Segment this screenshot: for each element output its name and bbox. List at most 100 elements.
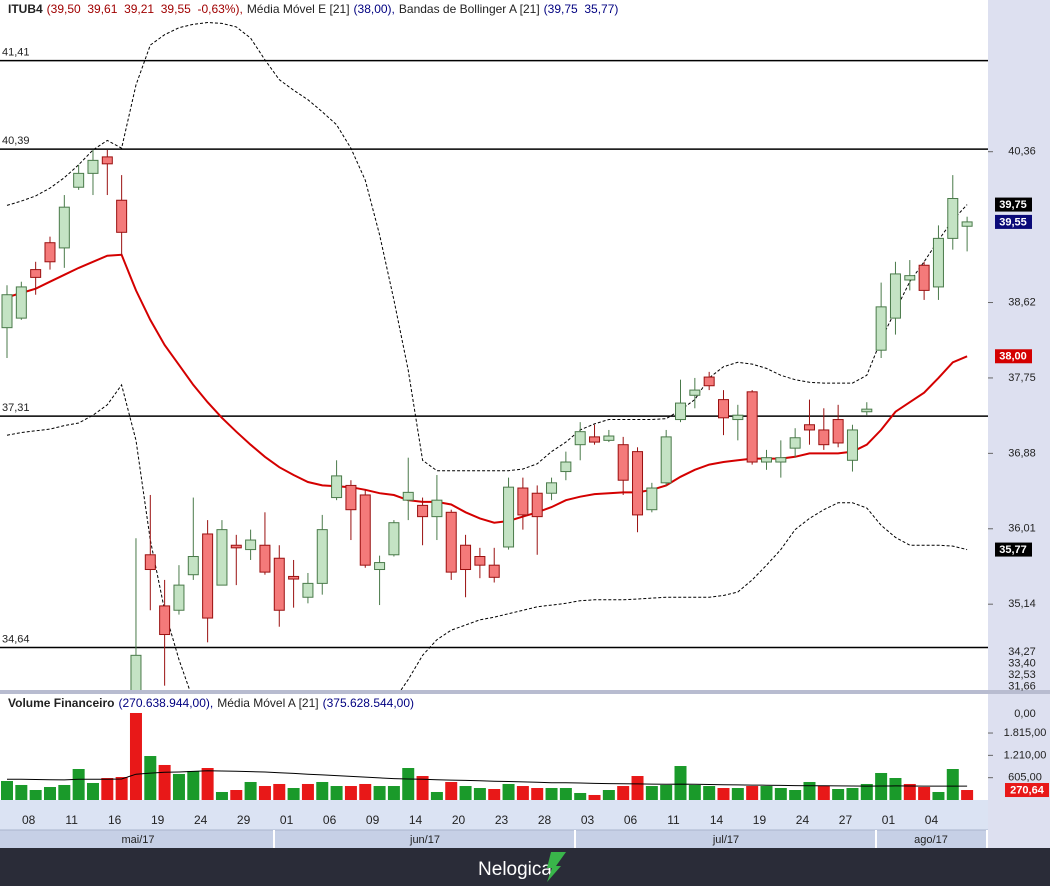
- candle-body: [818, 429, 830, 446]
- legend-value: (38,00),: [354, 2, 395, 16]
- volume-bar: [660, 784, 673, 800]
- candle-body: [861, 408, 873, 413]
- candle-body: [546, 482, 558, 494]
- volume-bar: [961, 790, 974, 800]
- candle-body: [345, 484, 357, 511]
- candle-body: [230, 544, 242, 549]
- volume-bar: [903, 783, 916, 800]
- volume-bar: [258, 786, 271, 800]
- candle-body: [517, 487, 529, 516]
- month-label: jul/17: [712, 834, 739, 846]
- volume-bar: [101, 778, 114, 800]
- price-tag: [995, 349, 1032, 364]
- volume-average: [7, 770, 968, 787]
- candle-body: [617, 444, 629, 481]
- volume-bar: [889, 778, 902, 800]
- volume-bar: [774, 788, 787, 800]
- candle-body: [531, 492, 543, 518]
- candle-body: [359, 494, 371, 566]
- candle-body: [187, 556, 199, 576]
- x-tick-label: 01: [882, 813, 896, 827]
- volume-bar: [631, 776, 644, 800]
- volume-bar: [803, 781, 816, 800]
- candle-body: [961, 221, 973, 227]
- price-tag-label: 35,77: [999, 544, 1027, 556]
- moving-average: [6, 253, 968, 524]
- bollinger-lower: [6, 383, 968, 690]
- volume-bar: [459, 786, 472, 800]
- value-axis-panel: [988, 0, 1050, 800]
- x-tick-label: 06: [323, 813, 337, 827]
- candle-body: [488, 564, 500, 578]
- candle-body: [832, 419, 844, 444]
- volume-bar: [230, 790, 243, 800]
- candle-body: [288, 575, 300, 580]
- volume-bar: [574, 792, 587, 800]
- volume-tag-label: 270,64: [1010, 784, 1045, 796]
- y-tick-label: 34,27: [1008, 646, 1036, 658]
- candle-body: [889, 273, 901, 319]
- legend-entry: Bandas de Bollinger A [21]: [399, 2, 540, 16]
- legend-value: (39,75 35,77): [544, 2, 619, 16]
- volume-bar: [373, 786, 386, 800]
- candle-body: [574, 431, 586, 446]
- price-panel: [0, 0, 988, 690]
- reference-label: 41,41: [2, 47, 30, 59]
- volume-bar: [287, 788, 300, 800]
- candle-body: [932, 237, 944, 288]
- volume-bar: [29, 790, 42, 800]
- month-strip: [0, 830, 988, 848]
- volume-bar: [172, 773, 185, 800]
- candle-body: [918, 264, 930, 291]
- candle-body: [87, 159, 99, 174]
- y-tick-label: 40,36: [1008, 146, 1036, 158]
- candle-body: [660, 436, 672, 484]
- y-tick-label: 35,14: [1008, 598, 1036, 610]
- candle-body: [732, 414, 744, 421]
- volume-bar: [731, 788, 744, 800]
- volume-bar: [817, 786, 830, 800]
- volume-bar: [703, 786, 716, 800]
- x-tick-label: 09: [366, 813, 380, 827]
- candle-body: [259, 544, 271, 573]
- candle-body: [718, 399, 729, 419]
- candle-body: [173, 584, 185, 611]
- volume-bar: [273, 783, 286, 800]
- volume-bar: [588, 794, 601, 800]
- month-label: ago/17: [914, 834, 948, 846]
- volume-bar: [832, 789, 845, 800]
- y-tick-label: 38,62: [1008, 296, 1036, 308]
- y-tick-label: 33,40: [1008, 657, 1036, 669]
- legend-entry: Média Móvel E [21]: [247, 2, 350, 16]
- reference-label: 34,64: [2, 633, 30, 645]
- volume-bar: [416, 776, 429, 800]
- candle-body: [431, 499, 443, 518]
- legend-value: (375.628.544,00): [323, 696, 414, 710]
- y-tick-label: 37,75: [1008, 372, 1036, 384]
- volume-bar: [946, 769, 959, 800]
- x-tick-label: 16: [108, 813, 122, 827]
- candle-body: [775, 457, 787, 463]
- y-tick-label: 36,88: [1008, 447, 1036, 459]
- volume-bar: [344, 786, 357, 800]
- candle-body: [402, 491, 414, 501]
- symbol: ITUB4: [8, 2, 43, 16]
- x-tick-label: 20: [452, 813, 466, 827]
- panel-divider: [0, 690, 1050, 694]
- candle-body: [632, 451, 644, 516]
- candle-body: [374, 562, 386, 571]
- price-tag: [995, 542, 1032, 557]
- y-tick-label: 1.210,00: [1004, 749, 1047, 761]
- volume-bar: [402, 768, 415, 800]
- x-tick-label: 14: [710, 813, 724, 827]
- candle-body: [589, 436, 601, 443]
- bollinger-upper: [6, 21, 968, 472]
- volume-bar: [43, 787, 56, 800]
- candle-body: [417, 504, 429, 518]
- candle-body: [789, 437, 801, 449]
- x-tick-label: 24: [796, 813, 810, 827]
- footer-brand: Nelogica: [478, 859, 552, 880]
- price-tag-label: 39,75: [999, 199, 1027, 211]
- volume-bar: [502, 783, 515, 800]
- candle-body: [947, 198, 959, 239]
